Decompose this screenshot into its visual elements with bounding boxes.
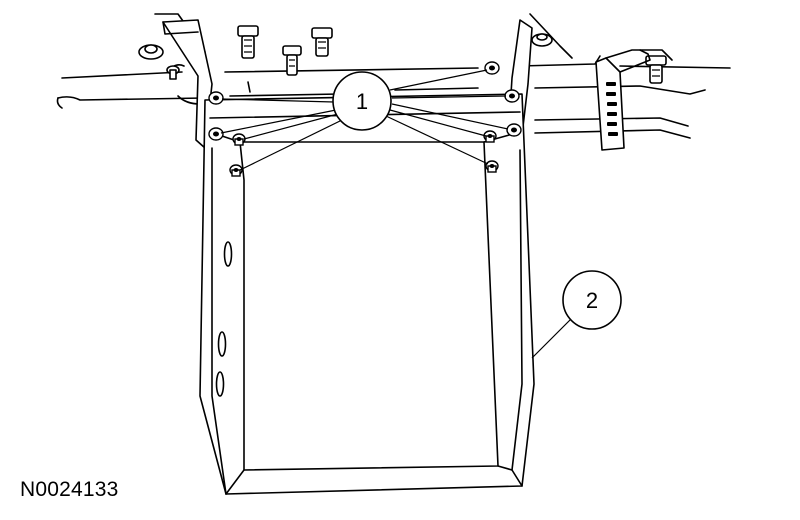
underbody-studs (138, 25, 667, 84)
nut-left-1 (208, 91, 224, 105)
hanger-bracket-slots (606, 82, 618, 136)
nut-left-4 (229, 164, 243, 177)
weld-nut-top-right (531, 33, 553, 47)
stud-b (311, 27, 333, 57)
stud-c (282, 45, 302, 76)
nut-left-2 (208, 127, 224, 141)
fasteners (208, 61, 522, 177)
stud-d (645, 55, 667, 84)
small-bolt-left (166, 65, 180, 80)
stud-a (237, 25, 259, 59)
heat-shield (199, 93, 535, 495)
nut-right-5 (485, 160, 499, 173)
weld-nut-left (138, 44, 164, 60)
hanger-bracket (595, 49, 651, 151)
figure-id-label: N0024133 (20, 478, 119, 501)
callout-1-number: 1 (356, 89, 368, 114)
nut-right-4 (483, 130, 497, 143)
callout-2-number: 2 (586, 288, 598, 313)
callout-1: 1 (332, 71, 392, 131)
callout-2: 2 (562, 270, 622, 330)
callout-1-leaders (220, 69, 509, 171)
nut-right-1 (484, 61, 500, 75)
shield-slots (215, 241, 233, 397)
callout-2-leader (531, 317, 573, 359)
nut-right-3 (506, 123, 522, 137)
nut-right-2 (504, 89, 520, 103)
nut-left-3 (232, 133, 246, 146)
